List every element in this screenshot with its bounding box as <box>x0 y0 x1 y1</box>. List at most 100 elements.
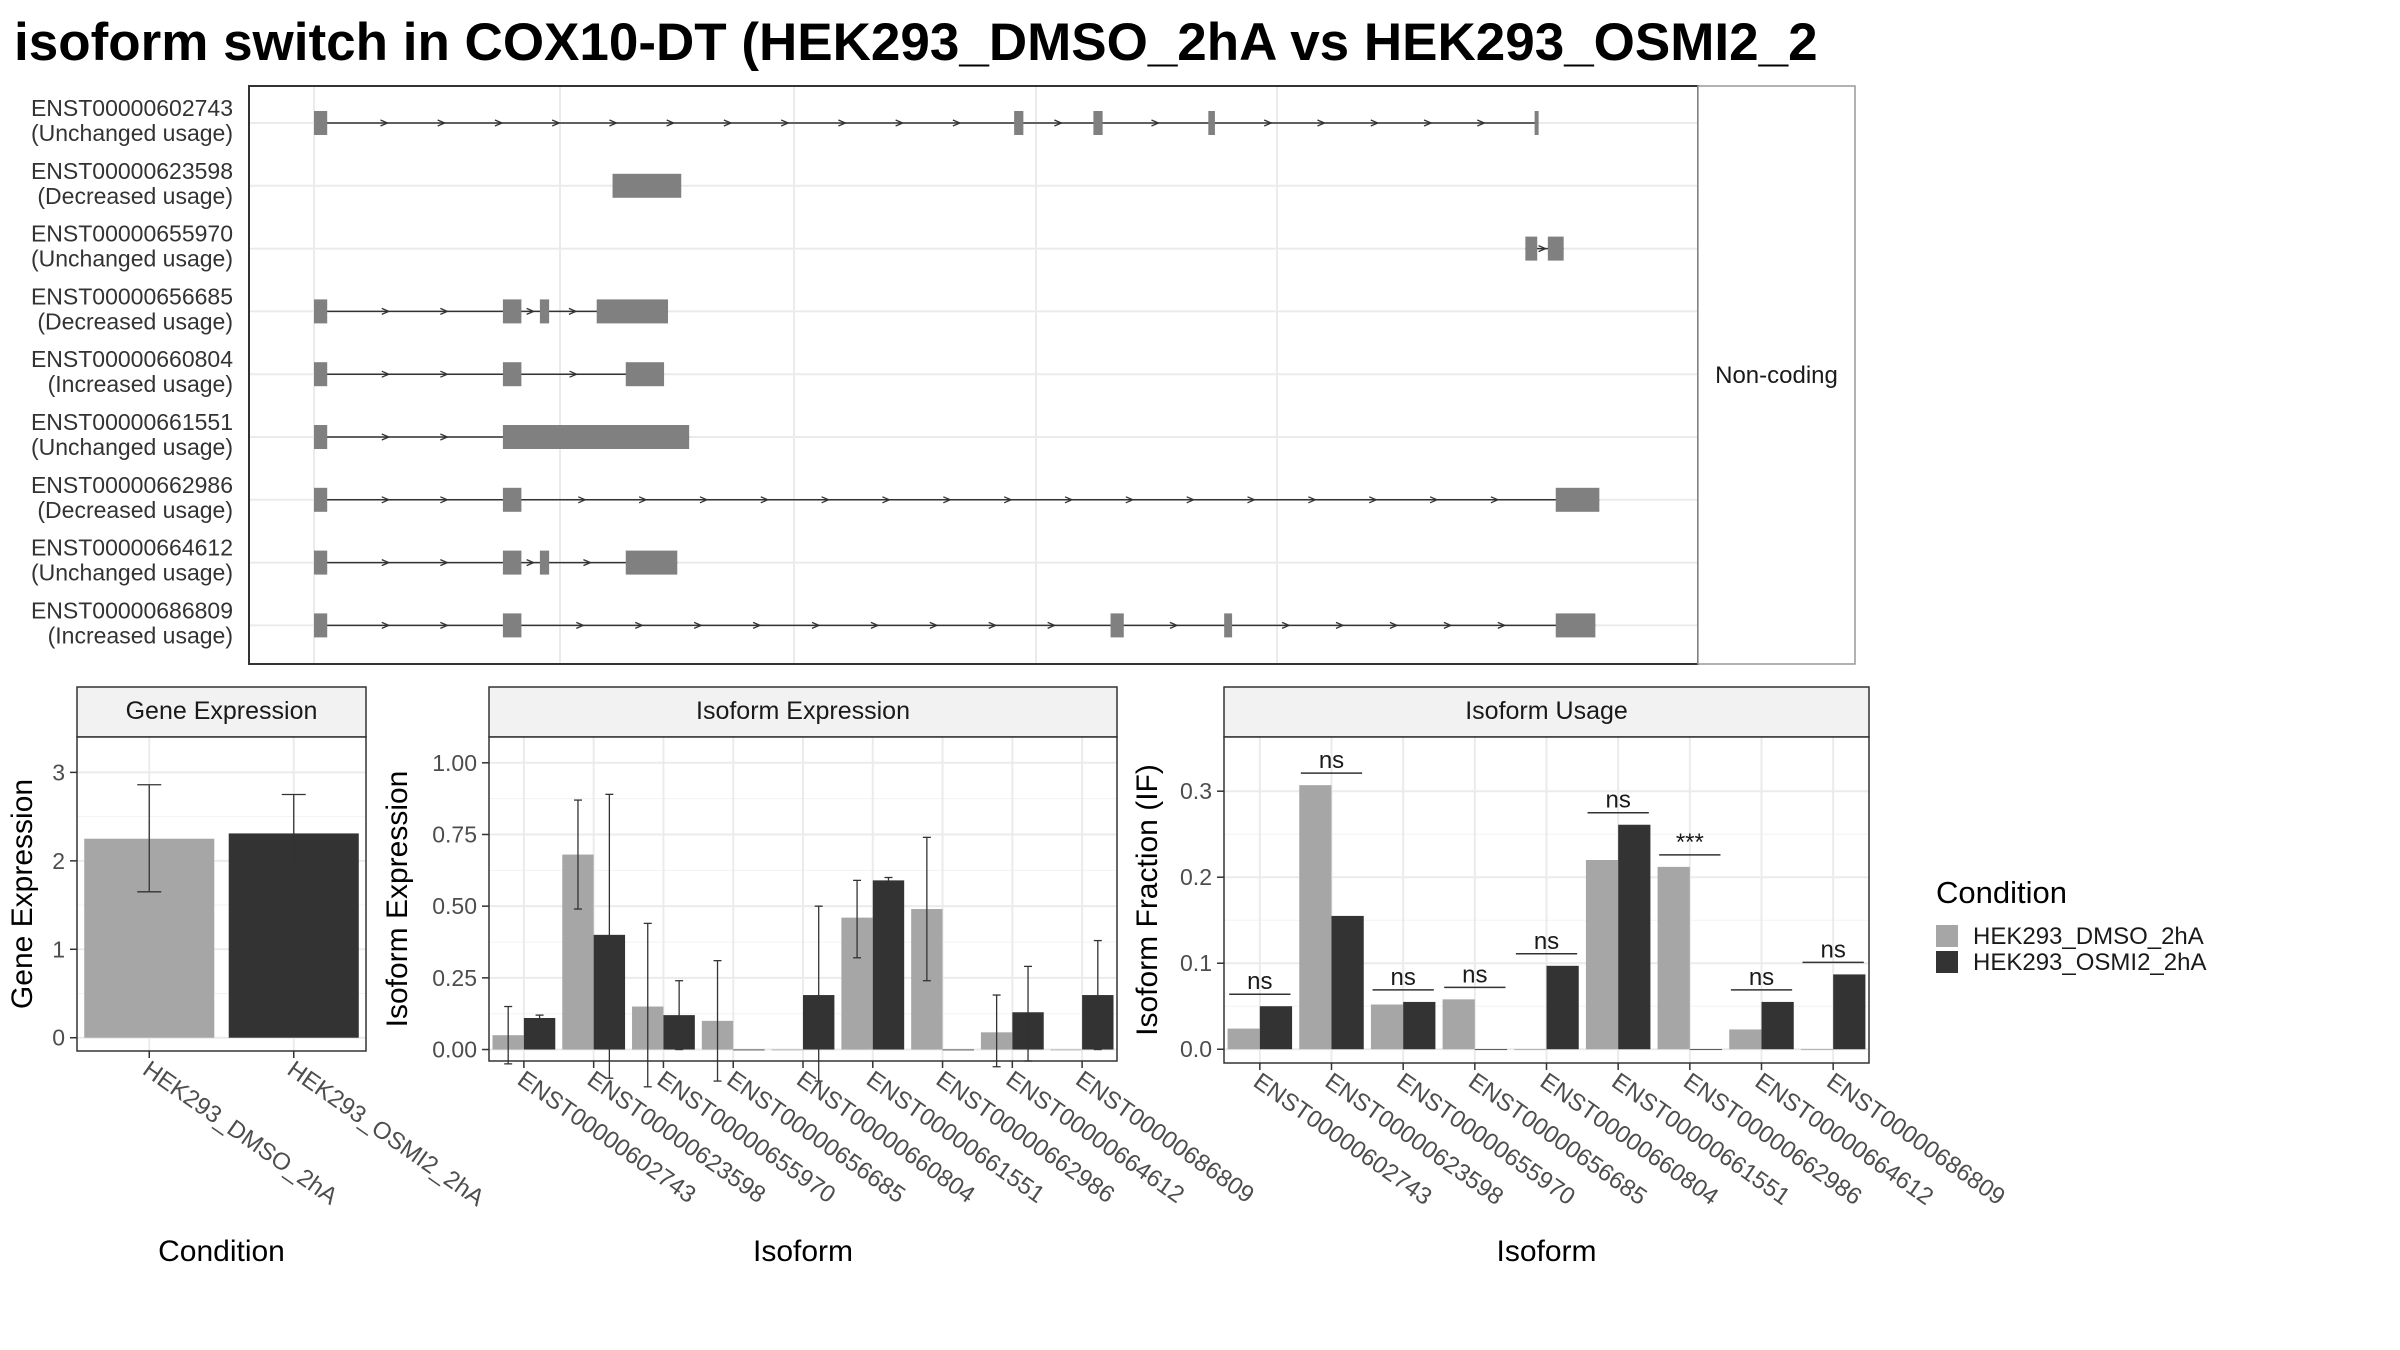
exon <box>314 487 328 512</box>
significance-label: ns <box>1319 747 1344 774</box>
transcript-row <box>1525 236 1564 261</box>
exon <box>1555 487 1600 512</box>
usage-label: (Decreased usage) <box>37 308 233 334</box>
transcript-row <box>314 299 669 324</box>
direction-arrow <box>1335 621 1345 629</box>
y-tick-label: 3 <box>52 759 65 785</box>
direction-arrow <box>440 307 449 315</box>
y-axis-title: Gene Expression <box>6 779 39 1009</box>
y-axis-title: Isoform Fraction (IF) <box>1131 764 1164 1036</box>
significance-label: ns <box>1390 964 1415 991</box>
bar-osmi2 <box>1259 1006 1293 1050</box>
structure-strip <box>1697 85 1856 665</box>
direction-arrow <box>440 496 449 504</box>
bar-osmi2 <box>1689 1049 1723 1051</box>
direction-arrow <box>723 119 733 127</box>
isoform-label: ENST00000686809 <box>31 597 233 623</box>
y-tick-label: 0.2 <box>1180 864 1212 890</box>
panel-strip <box>1223 686 1870 738</box>
exon <box>1208 111 1215 135</box>
exon <box>314 111 328 135</box>
transcript-row <box>314 362 665 387</box>
direction-arrow <box>1247 496 1257 504</box>
direction-arrow <box>381 496 391 504</box>
x-axis-title: Isoform <box>1496 1235 1596 1268</box>
significance-label: ns <box>1247 968 1272 995</box>
direction-arrow <box>1281 621 1291 629</box>
bar-osmi2 <box>872 880 905 1050</box>
isoform-label: ENST00000660804 <box>31 346 233 372</box>
direction-arrow <box>882 496 892 504</box>
panel-strip-label: Isoform Usage <box>1465 697 1628 725</box>
direction-arrow <box>760 496 770 504</box>
exon <box>1110 613 1124 638</box>
bar-dmso <box>1442 999 1475 1050</box>
y-tick-label: 1 <box>52 936 65 962</box>
isoform-label: ENST00000655970 <box>31 221 233 247</box>
y-tick-label: 2 <box>52 848 65 874</box>
bar-dmso <box>1050 1049 1083 1051</box>
exon <box>502 299 522 324</box>
direction-arrow <box>699 496 709 504</box>
panel-strip <box>488 686 1118 738</box>
direction-arrow <box>1263 119 1273 127</box>
isoform-label: ENST00000664612 <box>31 535 233 561</box>
direction-arrow <box>666 119 676 127</box>
bar-dmso <box>1514 1049 1547 1051</box>
y-tick-label: 0.50 <box>432 893 477 919</box>
legend-key-dmso <box>1936 925 1958 947</box>
direction-arrow <box>576 621 585 629</box>
direction-arrow <box>381 621 391 629</box>
transcript-row <box>314 425 690 449</box>
direction-arrow <box>821 496 831 504</box>
transcript-row <box>314 487 1600 512</box>
direction-arrow <box>638 496 648 504</box>
strip-label-noncoding: Non-coding <box>1715 362 1838 389</box>
direction-arrow <box>1151 119 1161 127</box>
y-tick-label: 0.1 <box>1180 950 1212 976</box>
direction-arrow <box>1423 119 1433 127</box>
significance-label: ns <box>1749 964 1774 991</box>
direction-arrow <box>526 307 536 315</box>
direction-arrow <box>1370 119 1380 127</box>
exon <box>502 425 690 449</box>
exon <box>502 362 522 387</box>
direction-arrow <box>693 621 703 629</box>
exon <box>1224 613 1233 638</box>
exon <box>1014 111 1024 135</box>
bar-dmso <box>1657 866 1690 1050</box>
exon <box>314 299 328 324</box>
direction-arrow <box>583 559 593 567</box>
transcript-row <box>314 550 678 575</box>
significance-label: ns <box>1820 936 1845 963</box>
significance-label: ns <box>1462 961 1487 988</box>
bar-osmi2 <box>1546 965 1579 1050</box>
direction-arrow <box>929 621 939 629</box>
direction-arrow <box>381 370 391 378</box>
bar-osmi2 <box>1618 824 1651 1050</box>
isoform-label: ENST00000656685 <box>31 283 233 309</box>
direction-arrow <box>988 621 998 629</box>
exon <box>314 362 328 387</box>
direction-arrow <box>780 119 790 127</box>
direction-arrow <box>380 119 390 127</box>
direction-arrow <box>752 621 762 629</box>
isoform-expression-panel: Isoform Expression0.000.250.500.751.00EN… <box>381 686 1259 1268</box>
direction-arrow <box>1368 496 1378 504</box>
direction-arrow <box>870 621 880 629</box>
y-tick-label: 1.00 <box>432 750 477 776</box>
bar-dmso <box>1800 1049 1834 1051</box>
y-tick-label: 0 <box>52 1025 65 1051</box>
bar-osmi2 <box>1761 1001 1794 1050</box>
significance-label: ns <box>1605 787 1630 814</box>
bar-osmi2 <box>1474 1049 1508 1051</box>
direction-arrow <box>1317 119 1327 127</box>
transcript-row <box>314 111 1539 135</box>
direction-arrow <box>1169 621 1179 629</box>
y-tick-label: 0.25 <box>432 965 477 991</box>
direction-arrow <box>1054 119 1064 127</box>
direction-arrow <box>811 621 821 629</box>
direction-arrow <box>1477 119 1486 127</box>
isoform-label: ENST00000662986 <box>31 472 233 498</box>
